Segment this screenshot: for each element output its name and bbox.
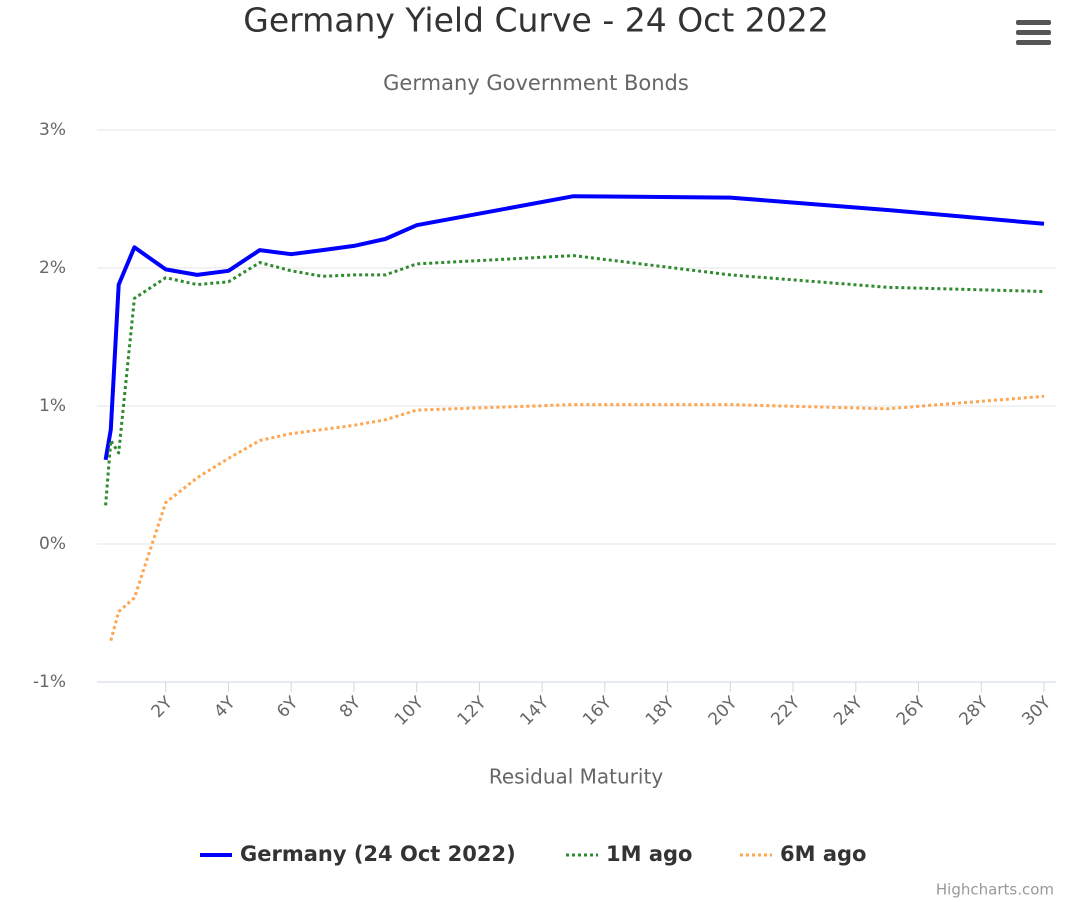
y-tick-label: 3% (39, 120, 66, 140)
y-tick-label: 0% (39, 534, 66, 554)
x-tick-label: 10Y (391, 693, 428, 730)
credits: Highcharts.com (936, 881, 1054, 899)
y-tick-label: 2% (39, 258, 66, 278)
legend-item: 6M ago (740, 842, 866, 866)
legend-label: 1M ago (606, 842, 692, 866)
y-tick-label: 1% (39, 396, 66, 416)
x-tick-label: 12Y (454, 693, 491, 730)
legend-item: 1M ago (566, 842, 692, 866)
legend-label: Germany (24 Oct 2022) (240, 842, 516, 866)
x-axis-title: Residual Maturity (489, 765, 663, 789)
x-tick-label: 26Y (893, 693, 930, 730)
x-tick-label: 24Y (830, 693, 867, 730)
x-tick-label: 22Y (767, 693, 804, 730)
legend-label: 6M ago (780, 842, 866, 866)
x-tick-label: 16Y (579, 693, 616, 730)
chart-title: Germany Yield Curve - 24 Oct 2022 (243, 1, 828, 40)
x-tick-label: 30Y (1018, 693, 1055, 730)
x-tick-label: 2Y (148, 692, 178, 722)
menu-button[interactable] (1016, 20, 1051, 45)
series-line (103, 194, 1045, 461)
legend-item: Germany (24 Oct 2022) (200, 842, 516, 866)
x-tick-label: 4Y (210, 692, 240, 722)
series-line (104, 254, 1045, 506)
series-line (109, 394, 1045, 641)
y-tick-label: -1% (33, 672, 66, 692)
chart-subtitle: Germany Government Bonds (383, 71, 689, 95)
x-tick-label: 8Y (336, 692, 366, 722)
x-tick-label: 6Y (273, 692, 303, 722)
x-tick-label: 28Y (956, 693, 993, 730)
x-tick-label: 20Y (705, 693, 742, 730)
x-tick-label: 14Y (516, 693, 553, 730)
x-tick-label: 18Y (642, 693, 679, 730)
